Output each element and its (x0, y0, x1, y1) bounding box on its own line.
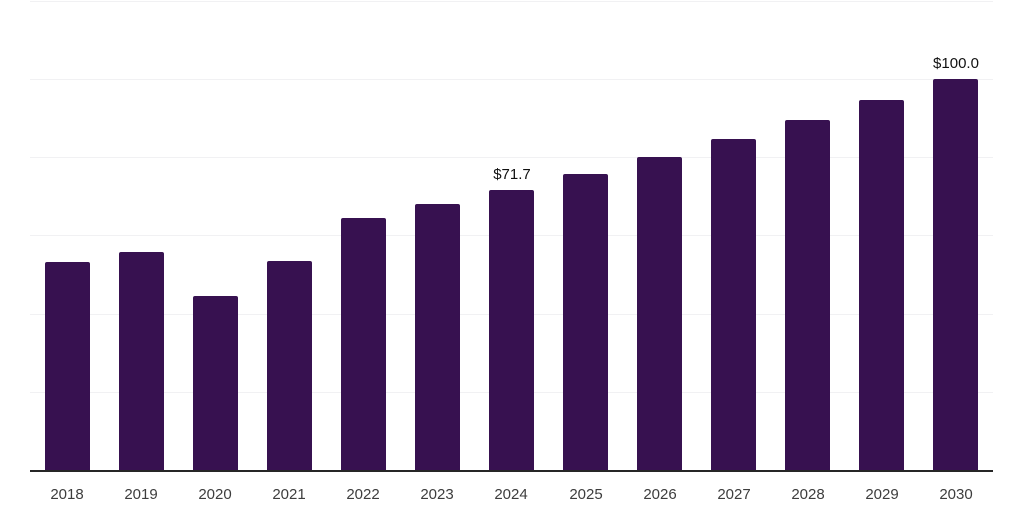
x-tick-label-2026: 2026 (643, 486, 677, 503)
gridline-y-120 (30, 1, 993, 2)
bar-2023 (415, 204, 460, 470)
x-tick-label-2025: 2025 (569, 486, 603, 503)
gridline-y-80 (30, 157, 993, 158)
x-tick-label-2024: 2024 (494, 486, 528, 503)
x-tick-label-2023: 2023 (420, 486, 454, 503)
bar-2025 (563, 174, 608, 470)
bar-2030 (933, 79, 978, 470)
x-tick-label-2019: 2019 (124, 486, 158, 503)
x-tick-label-2030: 2030 (939, 486, 973, 503)
bar-2021 (267, 261, 312, 470)
x-tick-label-2020: 2020 (198, 486, 232, 503)
gridline-y-100 (30, 79, 993, 80)
bar-2022 (341, 218, 386, 470)
x-axis-labels: 2018 2019 2020 2021 2022 2023 2024 2025 2026 2027… (30, 484, 993, 506)
value-label-2024: $71.7 (493, 166, 531, 183)
x-tick-label-2018: 2018 (50, 486, 84, 503)
x-tick-label-2028: 2028 (791, 486, 825, 503)
bar-2020 (193, 296, 238, 470)
bar-2026 (637, 157, 682, 470)
x-tick-label-2021: 2021 (272, 486, 306, 503)
plot-area: $71.7 $100.0 (30, 1, 993, 472)
value-label-2030: $100.0 (933, 55, 979, 72)
bar-2018 (45, 262, 90, 470)
x-tick-label-2029: 2029 (865, 486, 899, 503)
bar-2019 (119, 252, 164, 470)
bar-2024 (489, 190, 534, 470)
x-tick-label-2022: 2022 (346, 486, 380, 503)
bar-2028 (785, 120, 830, 470)
x-tick-label-2027: 2027 (717, 486, 751, 503)
bar-2029 (859, 100, 904, 470)
bar-2027 (711, 139, 756, 470)
